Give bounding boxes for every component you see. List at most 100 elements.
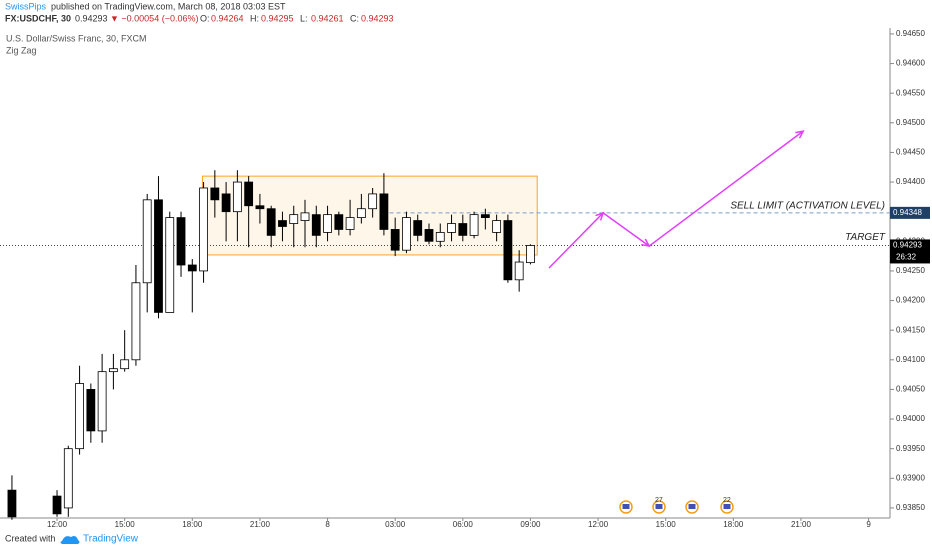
zigzag: [548, 130, 804, 269]
x-tick-label: 8: [325, 520, 330, 529]
candle-body: [176, 217, 186, 266]
candle-body: [63, 448, 73, 509]
sell-limit-label: 0.94348: [893, 208, 922, 217]
symbol: FX:USDCHF, 30: [5, 13, 71, 23]
candle-body: [165, 217, 175, 313]
candle-body: [300, 212, 310, 221]
change: ▼ −0.00054 (−0.06%): [110, 13, 198, 23]
candle-body: [221, 193, 231, 213]
event-flag: [688, 504, 696, 509]
event-flag: [655, 504, 663, 509]
candle-body: [435, 232, 445, 242]
current-badge: [890, 239, 930, 264]
x-tick-label: 21:00: [791, 520, 812, 529]
x-tick-label: 15:00: [115, 520, 136, 529]
candle-body: [368, 193, 378, 210]
ohlc-key: H:: [250, 13, 259, 23]
candle-body: [492, 220, 502, 233]
candle-body: [210, 187, 220, 201]
x-tick-label: 15:00: [656, 520, 677, 529]
y-tick-label: 0.94550: [896, 88, 925, 97]
x-tick-label: 9: [866, 520, 871, 529]
y-tick-label: 0.94100: [896, 355, 925, 364]
candle-body: [7, 489, 17, 518]
y-tick-label: 0.93900: [896, 473, 925, 482]
candle-body: [469, 214, 479, 236]
sell-limit-badge: [890, 206, 930, 219]
candle-body: [120, 359, 130, 370]
y-tick-label: 0.94650: [896, 29, 925, 38]
candle-body: [311, 214, 321, 236]
event-flag: [622, 504, 630, 509]
candle-body: [232, 181, 242, 213]
author: SwissPips: [5, 1, 47, 11]
candle-body: [390, 229, 400, 251]
candle-body: [447, 223, 456, 233]
x-tick-label: 21:00: [250, 520, 271, 529]
y-tick-label: 0.94400: [896, 177, 925, 186]
candle-body: [187, 264, 197, 272]
brand: TradingView: [83, 534, 139, 545]
candle-body: [52, 495, 62, 515]
x-tick-label: 09:00: [520, 520, 541, 529]
x-tick-label: 03:00: [385, 520, 406, 529]
candle-body: [131, 282, 141, 361]
candle-body: [514, 261, 524, 281]
candle-body: [289, 214, 299, 224]
candle-body: [526, 245, 535, 264]
y-tick-label: 0.94450: [896, 148, 925, 157]
x-tick-label: 06:00: [453, 520, 474, 529]
current-label: 0.94293: [893, 241, 922, 250]
target-text: TARGET: [845, 232, 886, 243]
sell-limit-text: SELL LIMIT (ACTIVATION LEVEL): [730, 201, 885, 212]
arrow-head: [795, 130, 805, 139]
y-tick-label: 0.94150: [896, 325, 925, 334]
candle-body: [334, 214, 344, 230]
chart-title: U.S. Dollar/Swiss Franc, 30, FXCM: [6, 33, 147, 43]
last: 0.94293: [75, 13, 108, 23]
event-count: 22: [723, 497, 731, 504]
candle-body: [97, 371, 107, 432]
ohlc-value: 0.94293: [361, 13, 394, 23]
y-tick-label: 0.94500: [896, 118, 925, 127]
candle-body: [278, 220, 287, 227]
candle-body: [424, 229, 434, 242]
indicator: Zig Zag: [6, 45, 37, 55]
event-count: 27: [655, 497, 663, 504]
x-tick-label: 12:00: [47, 520, 68, 529]
arrow-head: [641, 238, 651, 248]
ohlc-key: L:: [300, 13, 308, 23]
x-tick-label: 18:00: [182, 520, 203, 529]
candle-body: [413, 220, 423, 236]
y-tick-label: 0.93850: [896, 503, 925, 512]
arrow-head: [595, 211, 605, 221]
y-tick-label: 0.94600: [896, 59, 925, 68]
candle-body: [503, 220, 513, 281]
y-tick-label: 0.94200: [896, 296, 925, 305]
ohlc-value: 0.94295: [261, 13, 294, 23]
candle-body: [154, 199, 163, 313]
candle-body: [199, 187, 208, 272]
x-tick-label: 12:00: [588, 520, 609, 529]
candle-body: [402, 217, 411, 251]
candle-body: [458, 223, 468, 236]
created: Created with: [5, 533, 56, 543]
logo: [60, 536, 80, 544]
candle-body: [356, 208, 366, 219]
y-tick-label: 0.94050: [896, 385, 925, 394]
candle-body: [108, 368, 118, 373]
ohlc-key: O:: [200, 13, 210, 23]
y-tick-label: 0.94250: [896, 266, 925, 275]
ohlc-value: 0.94261: [311, 13, 344, 23]
countdown: 26:32: [896, 253, 917, 262]
candle-body: [86, 389, 96, 432]
published: published on TradingView.com, March 08, …: [51, 1, 286, 11]
y-tick-label: 0.94000: [896, 414, 925, 423]
candle-body: [142, 199, 152, 284]
y-tick-label: 0.93950: [896, 444, 925, 453]
ohlc-value: 0.94264: [211, 13, 244, 23]
candle-body: [266, 208, 276, 236]
candle-body: [323, 214, 332, 233]
